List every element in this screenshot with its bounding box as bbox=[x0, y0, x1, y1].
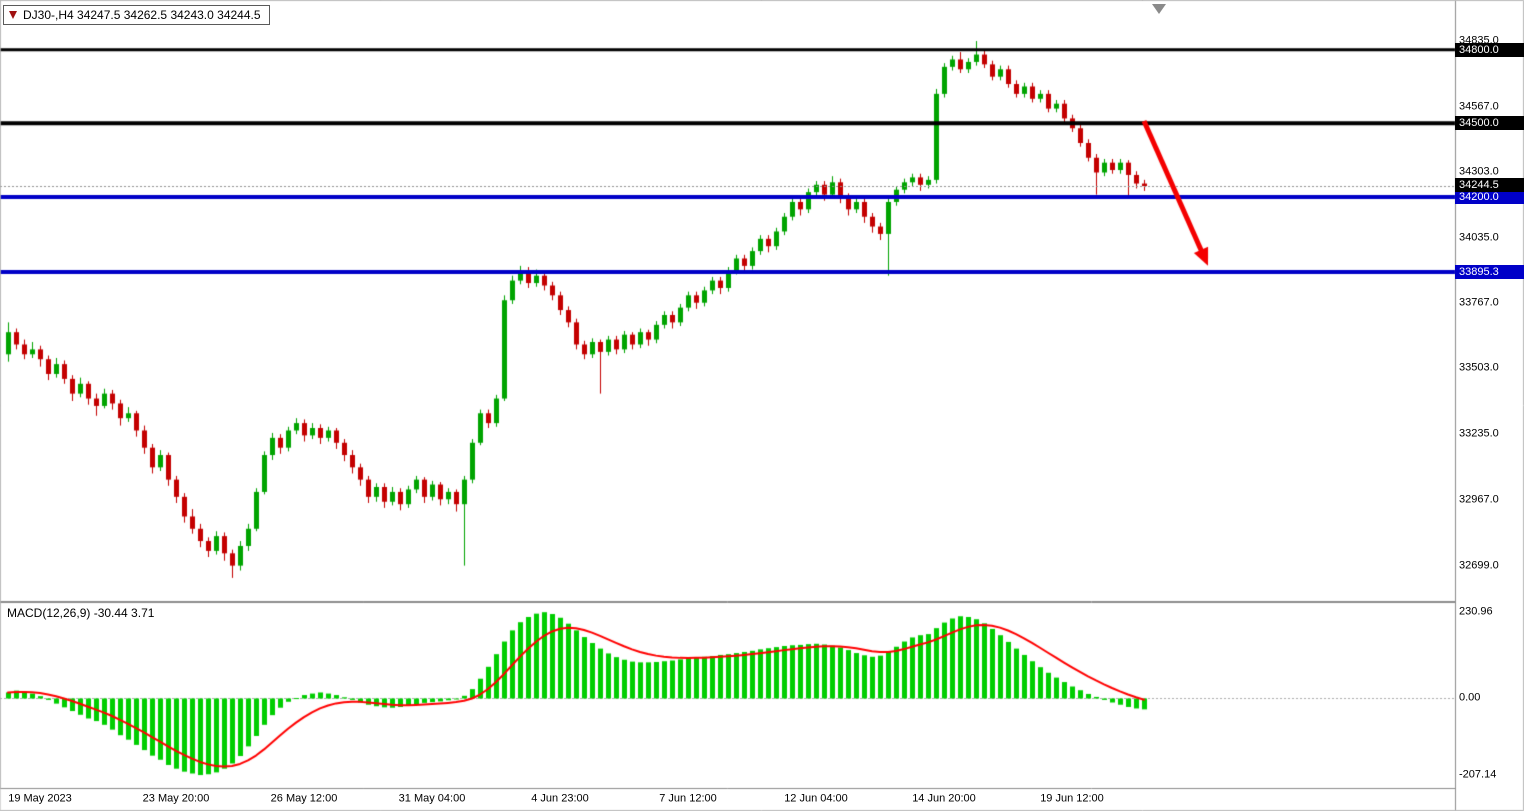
time-axis-label: 14 Jun 20:00 bbox=[912, 792, 976, 805]
price-axis-tick: 32967.0 bbox=[1459, 493, 1499, 506]
symbol-title-box: DJ30-,H4 34247.5 34262.5 34243.0 34244.5 bbox=[3, 5, 270, 25]
time-axis-label: 19 May 2023 bbox=[8, 792, 72, 805]
macd-axis-tick: 230.96 bbox=[1459, 605, 1493, 618]
price-line-label: 33895.3 bbox=[1455, 264, 1524, 279]
macd-axis-tick: 0.00 bbox=[1459, 691, 1481, 704]
symbol-ohlc-text: DJ30-,H4 34247.5 34262.5 34243.0 34244.5 bbox=[23, 8, 261, 22]
time-axis-label: 31 May 04:00 bbox=[398, 792, 466, 805]
price-line-label: 34800.0 bbox=[1455, 42, 1524, 57]
time-axis-label: 23 May 20:00 bbox=[142, 792, 210, 805]
time-axis-label: 7 Jun 12:00 bbox=[659, 792, 717, 805]
time-axis-label: 19 Jun 12:00 bbox=[1040, 792, 1104, 805]
price-axis-tick: 34303.0 bbox=[1459, 165, 1499, 178]
price-axis-tick: 32699.0 bbox=[1459, 559, 1499, 572]
chart-shift-marker-icon[interactable] bbox=[1152, 4, 1166, 14]
symbol-marker-icon bbox=[9, 11, 17, 19]
price-axis-tick: 34035.0 bbox=[1459, 231, 1499, 244]
price-axis-tick: 33767.0 bbox=[1459, 296, 1499, 309]
current-price-label: 34244.5 bbox=[1455, 178, 1524, 193]
macd-axis-tick: -207.14 bbox=[1459, 768, 1497, 781]
time-axis-label: 26 May 12:00 bbox=[270, 792, 338, 805]
price-line-label: 34500.0 bbox=[1455, 116, 1524, 131]
price-line-label: 34200.0 bbox=[1455, 190, 1524, 205]
price-axis-tick: 33235.0 bbox=[1459, 427, 1499, 440]
time-axis-label: 4 Jun 23:00 bbox=[531, 792, 589, 805]
macd-indicator-label: MACD(12,26,9) -30.44 3.71 bbox=[7, 606, 155, 620]
time-axis-label: 12 Jun 04:00 bbox=[784, 792, 848, 805]
price-axis-tick: 33503.0 bbox=[1459, 361, 1499, 374]
price-axis-tick: 34567.0 bbox=[1459, 100, 1499, 113]
